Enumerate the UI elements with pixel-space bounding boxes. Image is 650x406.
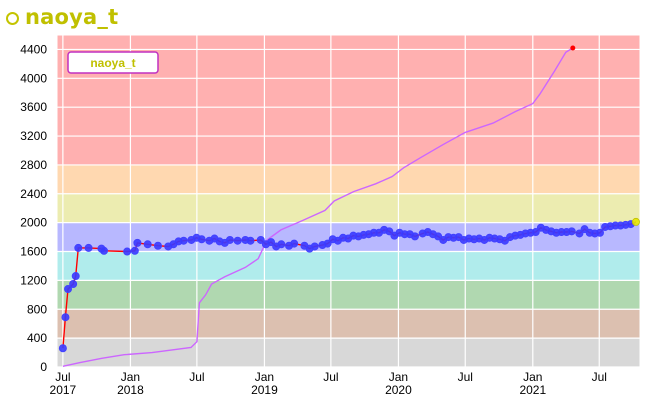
rating-point[interactable] xyxy=(71,272,80,281)
rating-point[interactable] xyxy=(233,236,242,245)
page-title: naoya_t xyxy=(6,3,118,31)
x-tick-label-month: Jul xyxy=(189,370,204,384)
rating-point[interactable] xyxy=(143,240,152,249)
y-tick-label: 800 xyxy=(27,302,47,316)
legend-box xyxy=(67,51,159,74)
x-tick-label-month: Jan xyxy=(389,370,408,384)
plot-border xyxy=(56,34,641,368)
rating-band-1 xyxy=(57,309,640,339)
rating-point[interactable] xyxy=(133,238,142,247)
x-tick-label-month: Jan xyxy=(255,370,274,384)
x-tick-label-year: 2017 xyxy=(50,383,77,397)
rating-band-5 xyxy=(57,193,640,223)
rating-band-6 xyxy=(57,164,640,194)
circle-icon xyxy=(6,11,19,25)
rating-band-3 xyxy=(57,251,640,281)
rating-point[interactable] xyxy=(197,235,206,244)
y-tick-label: 2400 xyxy=(20,187,47,201)
legend-label: naoya_t xyxy=(90,56,135,70)
x-tick-label-month: Jul xyxy=(55,370,70,384)
y-tick-label: 2800 xyxy=(20,158,47,172)
x-tick-label-year: 2021 xyxy=(519,383,546,397)
y-tick-label: 4000 xyxy=(20,71,47,85)
y-tick-label: 1600 xyxy=(20,245,47,259)
x-tick-label-year: 2019 xyxy=(251,383,278,397)
rating-point[interactable] xyxy=(323,239,332,248)
chart-legend[interactable]: naoya_t xyxy=(67,51,159,74)
rating-point[interactable] xyxy=(290,239,299,248)
y-tick-label: 4400 xyxy=(20,42,47,56)
x-tick-label-year: 2018 xyxy=(117,383,144,397)
rating-point[interactable] xyxy=(74,243,83,252)
rating-point[interactable] xyxy=(595,228,604,237)
rating-point[interactable] xyxy=(225,235,234,244)
rating-point[interactable] xyxy=(64,285,73,294)
y-tick-label: 2000 xyxy=(20,216,47,230)
rating-point[interactable] xyxy=(277,240,286,249)
performance-line xyxy=(62,47,574,367)
rating-point[interactable] xyxy=(123,247,132,256)
y-tick-label: 3600 xyxy=(20,100,47,114)
y-tick-label: 0 xyxy=(40,360,47,374)
y-tick-label: 1200 xyxy=(20,273,47,287)
page-title-text: naoya_t xyxy=(25,5,119,29)
rating-point[interactable] xyxy=(61,313,70,322)
rating-point[interactable] xyxy=(246,236,255,245)
x-tick-label-month: Jan xyxy=(121,370,140,384)
rating-point[interactable] xyxy=(310,242,319,251)
rating-point[interactable] xyxy=(69,279,78,288)
y-tick-label: 400 xyxy=(27,331,47,345)
x-tick-label-month: Jul xyxy=(592,370,607,384)
rating-point[interactable] xyxy=(153,241,162,250)
rating-point[interactable] xyxy=(385,227,394,236)
x-tick-label-month: Jul xyxy=(458,370,473,384)
rating-point[interactable] xyxy=(179,236,188,245)
rating-point[interactable] xyxy=(631,217,640,226)
rating-point[interactable] xyxy=(58,344,67,353)
rating-point[interactable] xyxy=(531,228,540,237)
rating-point[interactable] xyxy=(99,246,108,255)
rating-band-2 xyxy=(57,280,640,310)
rating-point[interactable] xyxy=(130,246,139,255)
rating-point[interactable] xyxy=(256,235,265,244)
x-tick-label-month: Jan xyxy=(523,370,542,384)
rating-point[interactable] xyxy=(575,229,584,238)
y-tick-label: 3200 xyxy=(20,129,47,143)
x-tick-label-month: Jul xyxy=(323,370,338,384)
performance-last-point[interactable] xyxy=(570,45,576,51)
rating-point[interactable] xyxy=(267,238,276,247)
rating-point[interactable] xyxy=(84,243,93,252)
rating-point[interactable] xyxy=(567,227,576,236)
rating-point[interactable] xyxy=(410,232,419,241)
x-tick-label-year: 2020 xyxy=(385,383,412,397)
